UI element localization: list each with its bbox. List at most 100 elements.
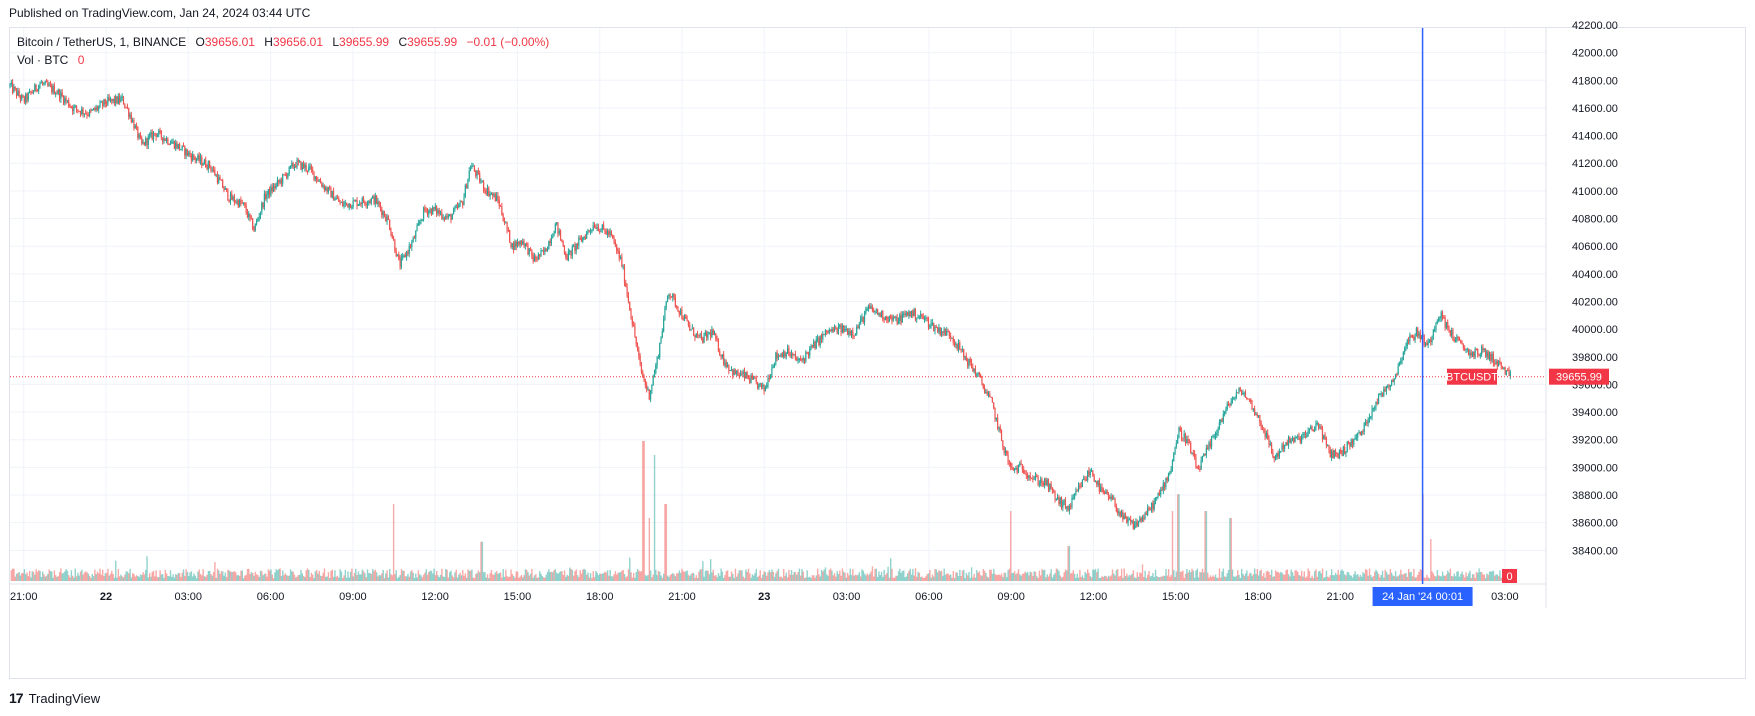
volume-bar xyxy=(1420,569,1423,581)
candle-body xyxy=(1156,496,1158,499)
candle-body xyxy=(253,229,255,231)
candle-body xyxy=(854,334,857,336)
candle-body xyxy=(1093,476,1095,482)
candle-body xyxy=(1010,463,1012,467)
candle-body xyxy=(694,335,696,338)
volume-bar xyxy=(30,577,32,581)
volume-bar xyxy=(1451,576,1453,581)
volume-bar xyxy=(612,576,614,581)
candle-body xyxy=(331,190,333,198)
volume-bar xyxy=(1443,575,1445,581)
volume-bar xyxy=(702,561,704,581)
volume-bar xyxy=(253,575,255,581)
candle-body xyxy=(369,201,371,203)
candle-body xyxy=(524,243,526,247)
candle-body xyxy=(1047,479,1050,491)
volume-bar xyxy=(192,576,194,581)
candle-body xyxy=(1261,426,1264,430)
volume-bar xyxy=(827,575,829,581)
candle-body xyxy=(926,317,928,319)
candle-body xyxy=(569,250,571,253)
candle-body xyxy=(1409,335,1411,342)
volume-bar xyxy=(713,575,716,581)
volume-bar xyxy=(1242,573,1244,581)
candle-body xyxy=(490,193,493,195)
volume-bar xyxy=(195,578,198,581)
candle-body xyxy=(128,108,130,117)
candle-body xyxy=(1461,343,1463,345)
candle-body xyxy=(734,370,736,375)
candle-body xyxy=(181,145,183,150)
volume-bar xyxy=(359,574,361,581)
volume-bar xyxy=(86,572,88,581)
candle-body xyxy=(878,313,880,315)
candle-body xyxy=(533,256,536,262)
volume-bar xyxy=(1268,571,1270,581)
volume-bar xyxy=(549,572,551,581)
volume-bar xyxy=(639,571,641,581)
volume-bar xyxy=(1350,575,1352,581)
volume-bar xyxy=(1400,569,1402,581)
candle-body xyxy=(207,161,209,170)
volume-bar xyxy=(655,569,657,581)
volume-bar xyxy=(574,571,576,581)
candle-body xyxy=(132,120,134,122)
volume-bar xyxy=(118,576,121,581)
volume-bar xyxy=(374,569,377,581)
candle-body xyxy=(458,204,460,208)
candle-body xyxy=(1317,423,1320,428)
candle-body xyxy=(433,207,435,210)
candle-body xyxy=(1080,485,1082,487)
legend-symbol[interactable]: Bitcoin / TetherUS, 1, BINANCE xyxy=(17,35,187,49)
volume-bar xyxy=(1330,569,1333,581)
volume-bar xyxy=(120,574,122,581)
volume-bar xyxy=(1477,572,1479,581)
volume-bar xyxy=(1040,575,1042,581)
candle-body xyxy=(225,188,228,190)
candle-body xyxy=(1294,437,1296,443)
footer-brand[interactable]: TradingView xyxy=(28,690,101,706)
volume-bar xyxy=(510,569,512,581)
volume-bar xyxy=(732,573,734,581)
candle-body xyxy=(1106,491,1108,494)
candle-body xyxy=(1092,471,1094,477)
volume-bar xyxy=(542,577,545,581)
volume-bar xyxy=(999,575,1001,581)
candle-body xyxy=(223,187,225,191)
volume-bar xyxy=(90,577,92,581)
candle-body xyxy=(621,256,623,267)
volume-bar xyxy=(1180,571,1183,581)
volume-bar xyxy=(1364,569,1367,581)
candle-body xyxy=(90,110,92,112)
candle-body xyxy=(1103,492,1106,494)
volume-bar xyxy=(522,577,524,581)
candle-body xyxy=(1263,429,1265,431)
candle-body xyxy=(696,333,699,335)
volume-bar xyxy=(724,575,726,581)
candle-body xyxy=(783,351,785,358)
candle-body xyxy=(1110,496,1112,499)
candle-body xyxy=(823,334,825,336)
candle-body xyxy=(1345,451,1347,454)
volume-bar xyxy=(1458,576,1461,581)
candle-body xyxy=(1053,490,1055,492)
legend-volume-label[interactable]: Vol · BTC xyxy=(17,53,69,67)
candle-body xyxy=(1132,520,1134,529)
candle-body xyxy=(741,373,743,375)
candle-body xyxy=(124,104,126,107)
candle-body xyxy=(584,236,586,239)
volume-bar xyxy=(146,556,148,581)
volume-bar xyxy=(993,568,995,581)
volume-bar xyxy=(703,576,705,581)
candle-body xyxy=(1487,351,1489,359)
candle-body xyxy=(40,82,42,84)
candle-body xyxy=(1195,457,1197,467)
volume-bar xyxy=(432,573,434,581)
candle-body xyxy=(806,352,808,354)
candle-body xyxy=(730,368,733,370)
volume-bar xyxy=(884,574,887,581)
volume-bar xyxy=(661,577,664,581)
volume-bar xyxy=(994,573,996,581)
candle-body xyxy=(1319,426,1321,428)
